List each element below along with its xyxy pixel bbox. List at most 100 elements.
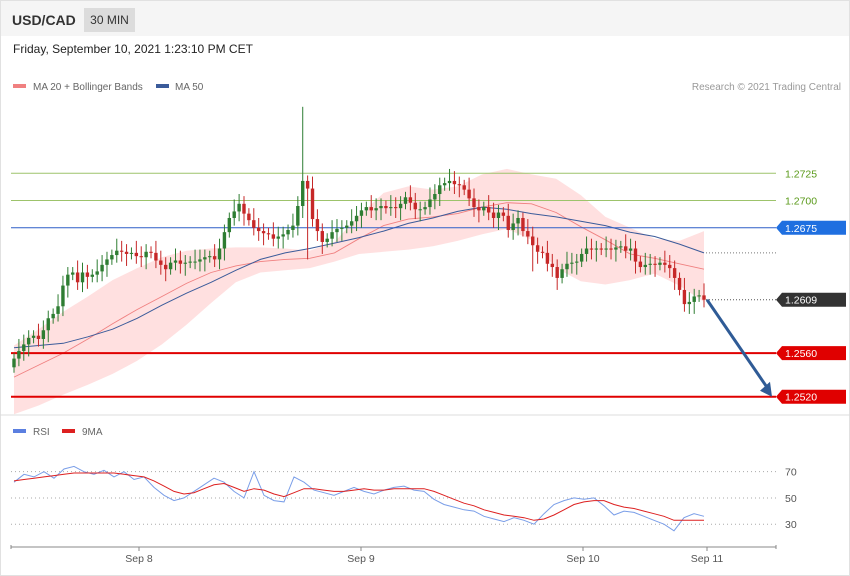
candle-body <box>345 225 349 228</box>
resistance-label: 1.2700 <box>785 196 817 208</box>
candle-body <box>658 262 662 265</box>
candle-body <box>521 217 525 232</box>
candle-body <box>237 203 241 212</box>
candle-body <box>677 277 682 290</box>
candle-body <box>203 257 207 260</box>
ma20-legend-label: MA 20 + Bollinger Bands <box>33 82 143 93</box>
rsi-ma-line <box>13 472 704 521</box>
ma9-legend-swatch <box>62 429 75 433</box>
candle-body <box>413 202 417 210</box>
candle-body <box>540 251 545 253</box>
candle-body <box>85 272 90 277</box>
candle-body <box>36 335 41 339</box>
candle-body <box>648 263 652 265</box>
candle-body <box>697 295 701 297</box>
candle-body <box>173 260 178 263</box>
time-axis-label: Sep 10 <box>566 553 599 565</box>
candle-body <box>506 215 510 230</box>
candle-body <box>423 207 427 210</box>
candle-body <box>472 198 476 208</box>
candle-body <box>266 233 271 235</box>
candle-body <box>633 248 638 262</box>
candle-body <box>22 344 26 351</box>
candle-body <box>252 220 256 228</box>
candle-body <box>692 296 696 302</box>
candle-body <box>301 180 305 206</box>
candle-body <box>428 199 432 208</box>
candle-body <box>41 330 46 339</box>
candle-body <box>687 301 692 305</box>
candle-body <box>570 262 574 264</box>
candle-body <box>164 264 168 270</box>
candle-body <box>330 232 334 239</box>
candle-body <box>124 251 129 254</box>
time-axis-label: Sep 9 <box>347 553 375 565</box>
forecast-arrow-shaft <box>705 298 770 390</box>
candle-body <box>501 212 506 216</box>
candle-body <box>242 203 246 214</box>
copyright-text: Research © 2021 Trading Central <box>692 82 841 93</box>
rsi-tick-label: 50 <box>785 493 797 505</box>
candle-body <box>477 207 481 211</box>
ma50-legend-swatch <box>156 84 169 88</box>
candle-body <box>340 227 344 229</box>
candle-body <box>261 231 266 234</box>
candle-body <box>594 248 599 250</box>
candle-body <box>75 272 80 283</box>
candle-body <box>545 252 550 264</box>
candle-body <box>609 248 613 250</box>
candle-body <box>320 231 324 242</box>
candle-body <box>183 262 187 264</box>
candle-body <box>628 248 633 251</box>
candle-body <box>560 269 564 278</box>
candle-body <box>66 274 70 286</box>
chart-datetime: Friday, September 10, 2021 1:23:10 PM CE… <box>13 42 253 56</box>
rsi-legend-label: RSI <box>33 427 50 438</box>
last-price-tag <box>776 292 846 307</box>
candle-body <box>296 205 300 226</box>
candle-body <box>212 256 217 260</box>
candle-body <box>379 205 383 209</box>
candle-body <box>374 208 378 211</box>
candle-body <box>178 260 183 264</box>
candle-body <box>232 211 236 218</box>
candle-body <box>369 207 373 211</box>
pivot-label: 1.2675 <box>785 223 817 235</box>
support-label: 1.2520 <box>785 392 817 404</box>
candle-body <box>565 263 569 270</box>
candle-body <box>433 194 437 200</box>
candle-body <box>61 285 65 307</box>
candle-body <box>139 256 143 258</box>
candle-body <box>222 232 227 249</box>
candle-body <box>462 185 466 190</box>
candle-body <box>452 180 457 185</box>
candle-body <box>149 251 153 253</box>
candle-body <box>31 335 36 338</box>
support-tag <box>776 389 846 404</box>
candle-body <box>384 205 388 209</box>
candle-body <box>442 183 447 186</box>
timeframe-button[interactable]: 30 MIN <box>84 8 135 32</box>
candle-body <box>217 248 222 260</box>
candle-body <box>17 350 21 359</box>
candle-body <box>550 263 554 268</box>
candle-body <box>438 185 442 195</box>
candle-body <box>408 197 413 203</box>
candle-body <box>188 261 192 263</box>
candle-body <box>46 318 50 331</box>
candle-body <box>129 252 134 254</box>
candle-body <box>51 313 55 319</box>
chart-header-bar: USD/CAD 30 MIN <box>1 1 849 36</box>
candle-body <box>144 251 148 258</box>
candle-body <box>115 250 119 256</box>
candle-body <box>71 272 75 275</box>
candle-body <box>403 197 408 204</box>
candle-body <box>584 248 589 254</box>
ma50-line <box>13 206 705 349</box>
bollinger-band <box>14 168 704 415</box>
symbol-label: USD/CAD <box>12 12 76 28</box>
candle-body <box>516 217 520 224</box>
candle-body <box>286 229 290 235</box>
candle-body <box>555 267 559 278</box>
